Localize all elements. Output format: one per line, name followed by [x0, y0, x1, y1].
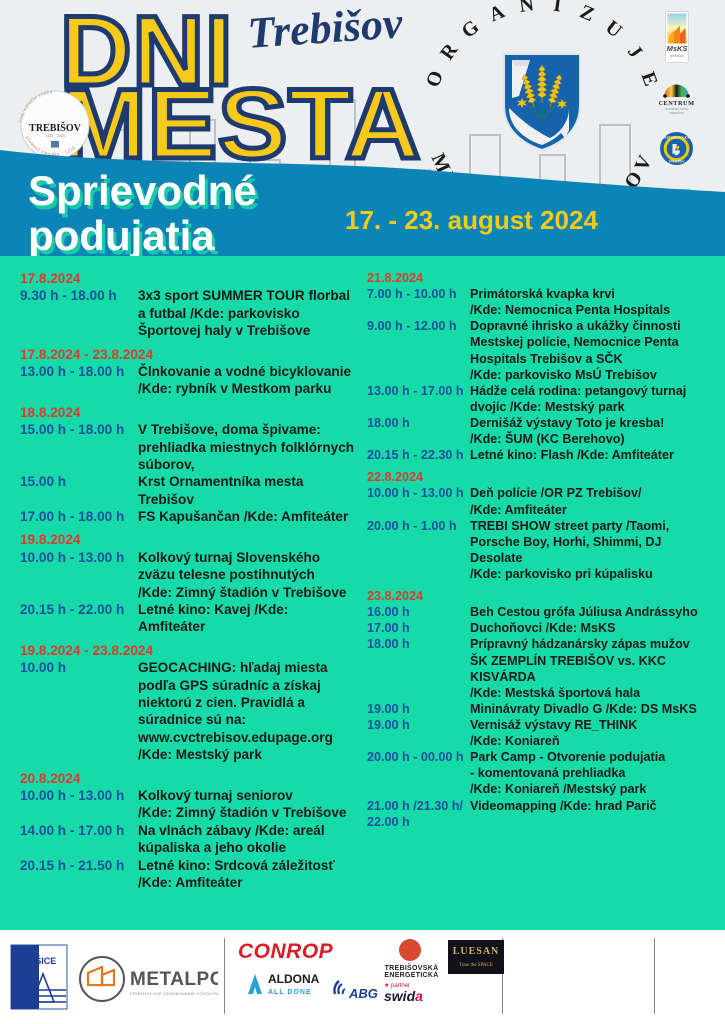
svg-text:ALDONA: ALDONA — [268, 972, 320, 986]
svg-text:METALPORT: METALPORT — [130, 969, 218, 990]
svg-text:KOŠICE: KOŠICE — [22, 955, 57, 966]
svg-text:ALL DONE: ALL DONE — [268, 989, 312, 996]
svg-text:ABG: ABG — [348, 986, 378, 998]
svg-text:PRIEMYSLOVÉ ZÁSOBOVANIE KOVOVÝ: PRIEMYSLOVÉ ZÁSOBOVANIE KOVOVÝMI RÚRAMI — [130, 991, 218, 996]
